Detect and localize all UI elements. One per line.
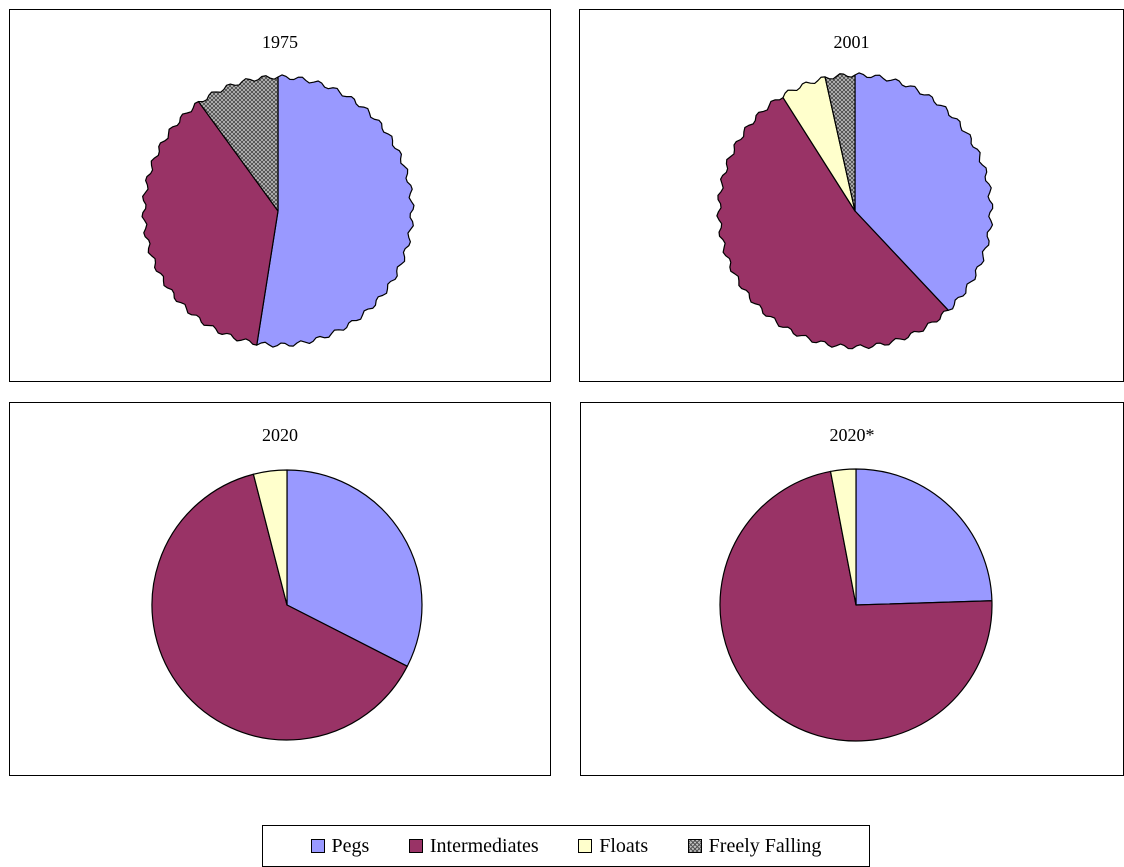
chart-panel-2020: 2020 bbox=[9, 402, 551, 776]
chart-legend: Pegs Intermediates Floats Freely Falling bbox=[262, 825, 870, 867]
pie-chart-2020-star bbox=[719, 468, 993, 742]
pie-slice-intermediates bbox=[141, 100, 279, 346]
pie-slice-pegs bbox=[854, 72, 994, 311]
pie-slice-floats bbox=[252, 469, 288, 606]
pie-slice-pegs bbox=[256, 74, 415, 348]
chart-title: 2020 bbox=[262, 425, 298, 445]
legend-swatch-freely-falling bbox=[687, 839, 702, 853]
pie-slice-intermediates bbox=[151, 473, 408, 741]
legend-swatch-pegs bbox=[310, 839, 325, 853]
pie-slice-intermediates bbox=[716, 97, 949, 350]
legend-swatch-intermediates bbox=[408, 839, 423, 853]
chart-title: 2020* bbox=[829, 425, 875, 445]
legend-swatch-floats bbox=[578, 839, 593, 853]
pie-chart-1975 bbox=[141, 74, 415, 348]
pie-slice-pegs bbox=[855, 468, 993, 606]
chart-panel-2001: 2001 bbox=[579, 9, 1124, 382]
legend-label: Pegs bbox=[331, 834, 370, 857]
legend-item-freely-falling: Freely Falling bbox=[687, 834, 822, 858]
legend-item-intermediates: Intermediates bbox=[408, 834, 539, 858]
pie-slice-pegs bbox=[286, 469, 423, 667]
legend-item-pegs: Pegs bbox=[310, 834, 370, 858]
pie-slice-floats bbox=[782, 76, 856, 212]
chart-title: 2001 bbox=[833, 32, 870, 52]
legend-label: Intermediates bbox=[429, 834, 539, 857]
pie-chart-2001 bbox=[716, 72, 994, 350]
pie-slice-intermediates bbox=[719, 470, 993, 742]
legend-label: Freely Falling bbox=[708, 834, 822, 857]
legend-item-floats: Floats bbox=[578, 835, 648, 858]
chart-panel-2020-star: 2020* bbox=[580, 402, 1124, 776]
legend-label: Floats bbox=[599, 834, 649, 857]
pie-chart-2020 bbox=[151, 469, 423, 741]
pie-slice-floats bbox=[829, 468, 857, 606]
chart-title: 1975 bbox=[262, 32, 298, 52]
chart-panel-1975: 1975 bbox=[9, 9, 551, 382]
pie-slice-freely-falling bbox=[824, 73, 856, 212]
pie-slice-freely-falling bbox=[197, 75, 279, 212]
